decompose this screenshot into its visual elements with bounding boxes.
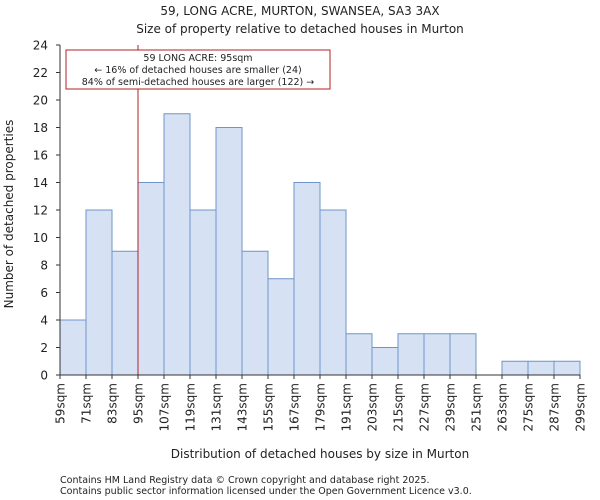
annotation-line-2: ← 16% of detached houses are smaller (24… <box>94 65 301 76</box>
x-tick-label: 191sqm <box>340 383 354 431</box>
x-tick-label: 227sqm <box>418 383 432 431</box>
y-tick-label: 22 <box>33 66 48 80</box>
bar-155sqm <box>267 278 295 376</box>
bar-179sqm <box>319 209 347 376</box>
y-axis-label: Number of detached properties <box>2 120 16 309</box>
bar-59sqm <box>59 319 87 376</box>
y-tick-label: 8 <box>40 259 48 273</box>
x-tick-label: 203sqm <box>366 383 380 431</box>
bars-group <box>59 113 581 376</box>
bar-239sqm <box>449 333 477 376</box>
y-tick-label: 12 <box>33 204 48 218</box>
bar-71sqm <box>85 209 113 376</box>
bar-107sqm <box>163 113 191 376</box>
x-tick-label: 299sqm <box>574 383 588 431</box>
bar-119sqm <box>189 209 217 376</box>
bar-131sqm <box>215 127 243 376</box>
y-tick-label: 14 <box>33 176 48 190</box>
bar-83sqm <box>111 250 139 376</box>
x-tick-label: 251sqm <box>470 383 484 431</box>
annotation-border <box>65 49 331 90</box>
bar-263sqm <box>501 360 529 376</box>
bar-167sqm <box>293 182 321 376</box>
y-tick-label: 20 <box>33 94 48 108</box>
footer-line-2: Contains public sector information licen… <box>60 486 472 497</box>
x-tick-label: 287sqm <box>548 383 562 431</box>
chart-subtitle: Size of property relative to detached ho… <box>136 22 464 36</box>
x-ticks-group: 59sqm 71sqm 83sqm 95sqm 107sqm 119sqm 131sqm 14… <box>54 375 588 431</box>
bar-143sqm <box>241 250 269 376</box>
y-tick-label: 24 <box>33 39 48 53</box>
bar-227sqm <box>423 333 451 376</box>
y-tick-label: 0 <box>40 369 48 383</box>
x-tick-label: 131sqm <box>210 383 224 431</box>
chart-title: 59, LONG ACRE, MURTON, SWANSEA, SA3 3AX <box>160 4 439 18</box>
bar-95sqm <box>137 182 165 376</box>
y-tick-label: 4 <box>40 314 48 328</box>
x-tick-label: 155sqm <box>262 383 276 431</box>
bar-191sqm <box>345 333 373 376</box>
x-tick-label: 71sqm <box>80 383 94 424</box>
y-tick-label: 2 <box>40 341 48 355</box>
x-tick-label: 95sqm <box>132 383 146 424</box>
x-tick-label: 143sqm <box>236 383 250 431</box>
annotation-line-1: 59 LONG ACRE: 95sqm <box>143 53 252 64</box>
x-tick-label: 215sqm <box>392 383 406 431</box>
x-tick-label: 179sqm <box>314 383 328 431</box>
bar-275sqm <box>527 360 555 376</box>
annotation-line-3: 84% of semi-detached houses are larger (… <box>82 77 315 88</box>
y-tick-label: 16 <box>33 149 48 163</box>
bar-287sqm <box>553 360 581 376</box>
y-tick-label: 6 <box>40 286 48 300</box>
x-tick-label: 275sqm <box>522 383 536 431</box>
bar-203sqm <box>371 347 399 376</box>
footer-line-1: Contains HM Land Registry data © Crown c… <box>60 475 430 486</box>
x-tick-label: 107sqm <box>158 383 172 431</box>
x-axis-label: Distribution of detached houses by size … <box>171 447 469 461</box>
bar-215sqm <box>397 333 425 376</box>
x-tick-label: 239sqm <box>444 383 458 431</box>
annotation-box: 59 LONG ACRE: 95sqm ← 16% of detached ho… <box>65 49 331 90</box>
x-tick-label: 119sqm <box>184 383 198 431</box>
y-tick-label: 10 <box>33 231 48 245</box>
x-tick-label: 167sqm <box>288 383 302 431</box>
x-tick-label: 83sqm <box>106 383 120 424</box>
x-tick-label: 263sqm <box>496 383 510 431</box>
y-tick-label: 18 <box>33 121 48 135</box>
x-tick-label: 59sqm <box>54 383 68 424</box>
